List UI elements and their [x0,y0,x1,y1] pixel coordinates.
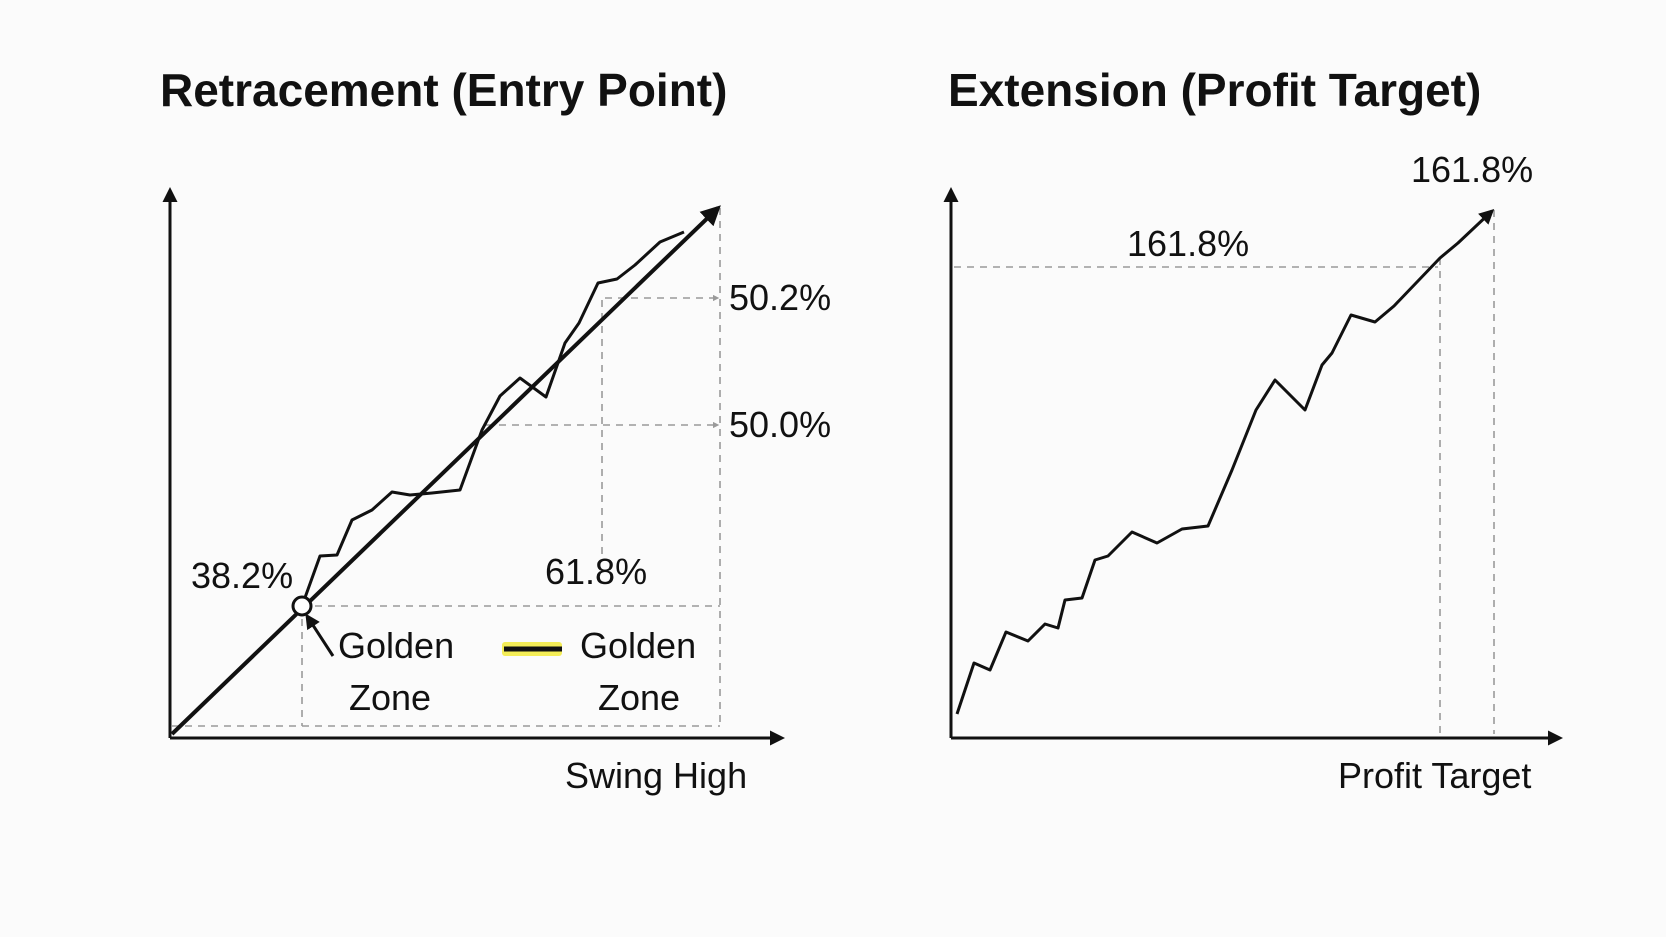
golden-zone-right-line1: Golden [580,625,696,666]
right-price-line [955,208,1495,715]
golden-zone-right-line2: Zone [598,677,680,718]
extension-title: Extension (Profit Target) [948,64,1481,116]
extension-level-label: 161.8% [1127,223,1249,264]
right-x-axis-label: Profit Target [1338,755,1531,796]
left-guide-lines [172,208,721,727]
pointer-small-arrow-icon [305,613,335,657]
level-middle-label: 50.0% [729,404,831,445]
golden-zone-left-line1: Golden [338,625,454,666]
right-guide-lines [954,210,1495,734]
legend-swatch-icon [502,642,562,656]
extension-panel: Extension (Profit Target) 161.8% 161.8% … [943,64,1563,796]
retracement-panel: Retracement (Entry Point) 50.2% 50.0% 38… [160,64,831,796]
trend-diagonal-arrow [170,205,721,736]
level-right-label: 61.8% [545,551,647,592]
left-x-axis-label: Swing High [565,755,747,796]
extension-level-top-label: 161.8% [1411,149,1533,190]
retracement-title: Retracement (Entry Point) [160,64,727,116]
entry-point-marker-hollow-circle-icon [291,595,313,617]
level-upper-label: 50.2% [729,277,831,318]
left-price-line [300,230,685,607]
golden-zone-left-line2: Zone [349,677,431,718]
level-left-label: 38.2% [191,555,293,596]
